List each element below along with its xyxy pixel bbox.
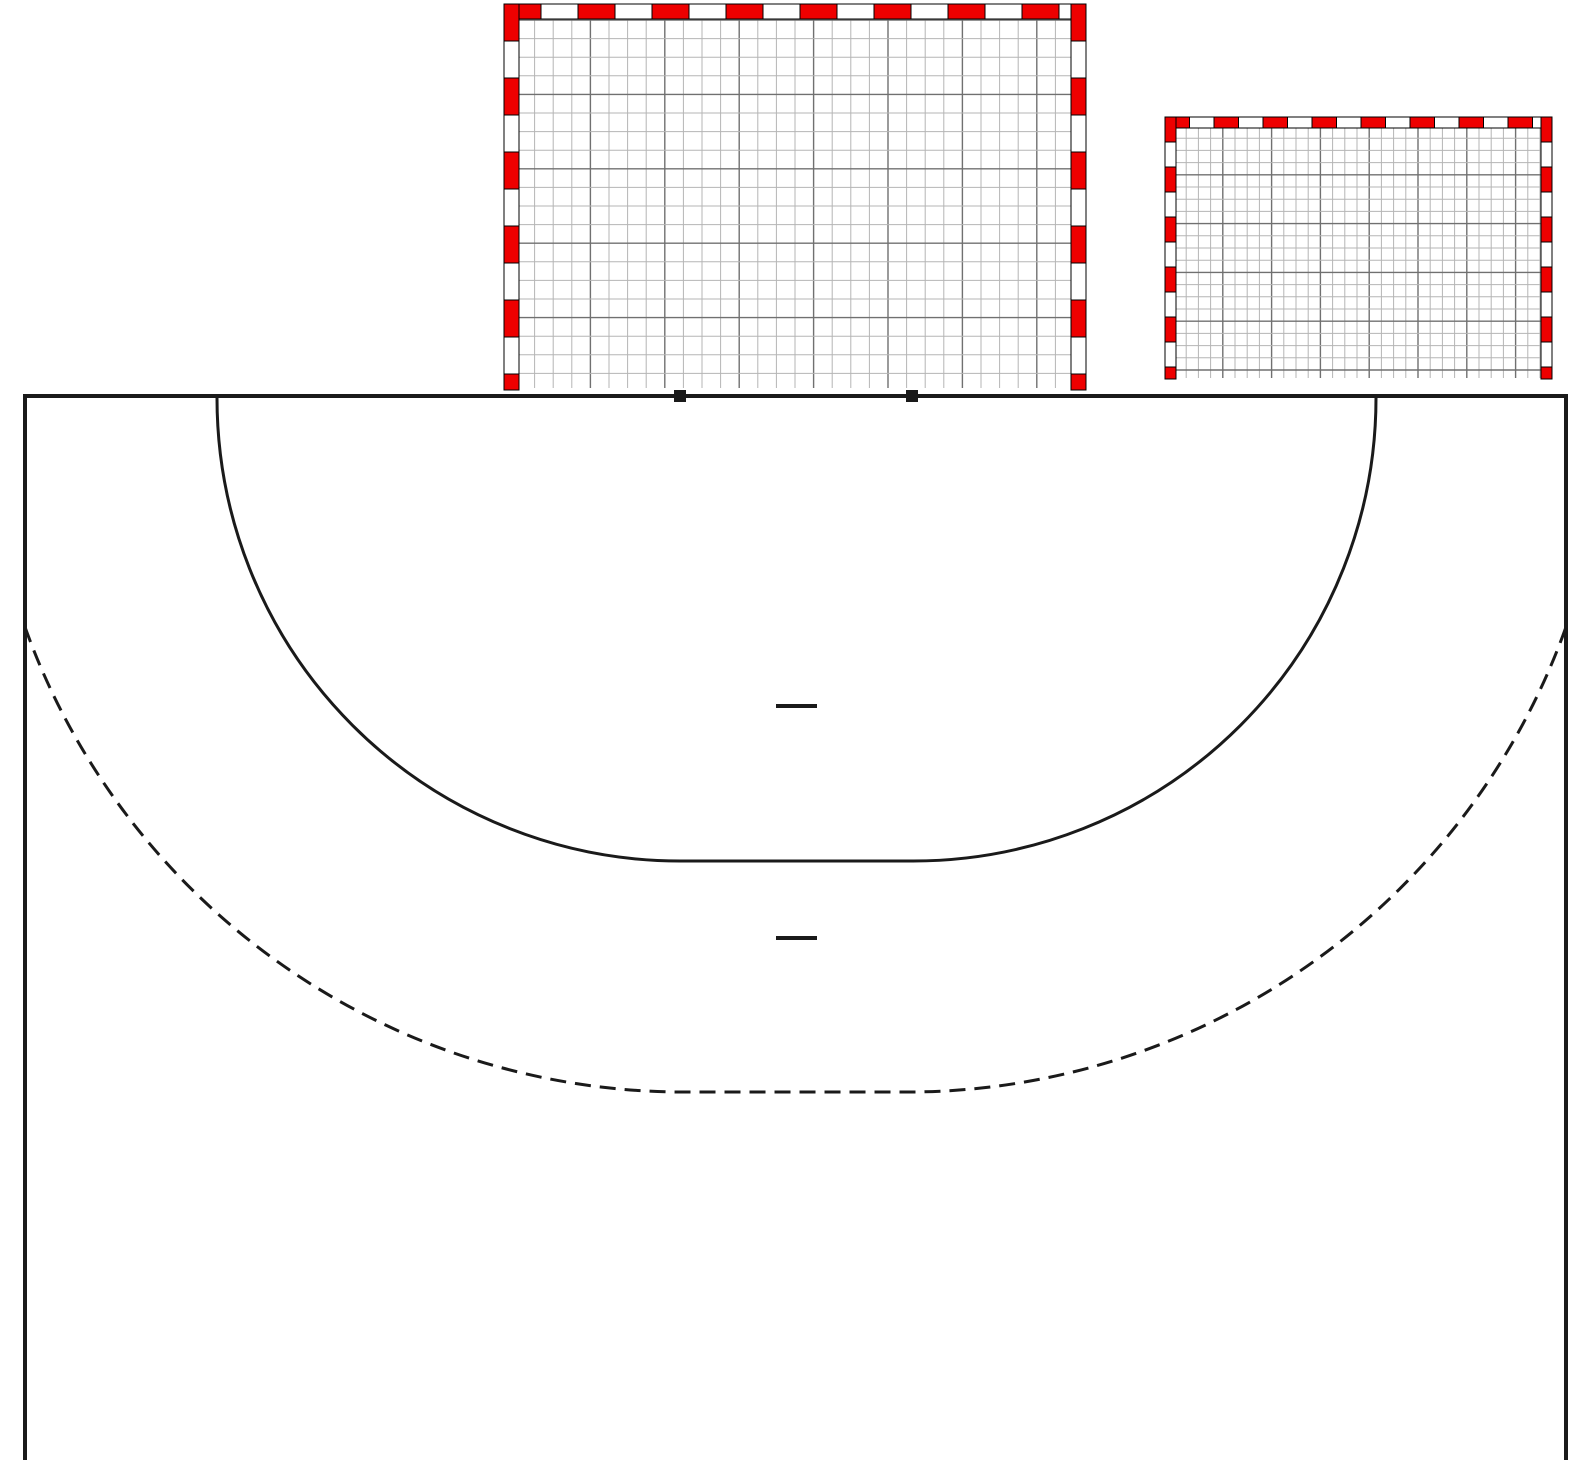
goal-main-crossbar-segment (1021, 3, 1060, 20)
goal-secondary-right-post-segment (1540, 116, 1553, 143)
goal-main-right-post-segment (1070, 373, 1087, 391)
goal-secondary-left-post-segment (1164, 316, 1177, 343)
goal-secondary-frame (1164, 116, 1553, 380)
goal-main-left-post-segment (503, 114, 520, 153)
goal-secondary-left-post-segment (1164, 216, 1177, 243)
goal-main-crossbar-segment (725, 3, 764, 20)
goal-main-left-post-segment (503, 77, 520, 116)
goal-secondary-crossbar-segment (1287, 116, 1313, 129)
goal-secondary-crossbar-segment (1262, 116, 1288, 129)
goal-main-right-post-segment (1070, 151, 1087, 190)
goal-main-crossbar-segment (947, 3, 986, 20)
goal-main-left-post-segment (503, 373, 520, 391)
goal-main-crossbar-segment (873, 3, 912, 20)
goal-main-crossbar-segment (910, 3, 949, 20)
goal-secondary-right-post-segment (1540, 266, 1553, 293)
goal-main-left-post-segment (503, 188, 520, 227)
goal-secondary-right-post-segment (1540, 291, 1553, 318)
goal-secondary-crossbar-segment (1385, 116, 1411, 129)
goal-main-left-post-segment (503, 299, 520, 338)
goal-main-right-post-segment (1070, 114, 1087, 153)
goal-main-frame (503, 3, 1087, 391)
goal-secondary-left-post-segment (1164, 341, 1177, 368)
free-throw-line (23, 626, 1568, 1094)
goal-main-left-post-segment (503, 225, 520, 264)
goal-main-crossbar-segment (688, 3, 727, 20)
goal-main-crossbar-segment (762, 3, 801, 20)
goal-secondary-crossbar-segment (1189, 116, 1215, 129)
goal-secondary-left-post-segment (1164, 166, 1177, 193)
goal-secondary-left-post-segment (1164, 116, 1177, 143)
goal-secondary-right-post-segment (1540, 191, 1553, 218)
goal-main-crossbar-segment (836, 3, 875, 20)
goal-secondary-right-post-segment (1540, 366, 1553, 380)
goal-secondary-crossbar-segment (1213, 116, 1239, 129)
goal-secondary-right-post-segment (1540, 316, 1553, 343)
goal-main-right-post-segment (1070, 77, 1087, 116)
goal-secondary-left-post-segment (1164, 141, 1177, 168)
goal-main-left-post-segment (503, 3, 520, 42)
goal-secondary-crossbar-segment (1360, 116, 1386, 129)
goal-area-line (215, 397, 1378, 863)
goal-secondary-left-post-segment (1164, 191, 1177, 218)
goal-main-left-post-segment (503, 262, 520, 301)
goal-main-left-post-segment (503, 151, 520, 190)
goal-secondary-left-post-segment (1164, 241, 1177, 268)
goal-secondary-right-post-segment (1540, 216, 1553, 243)
goal-post-marker-left (674, 390, 686, 402)
goal-main-right-post-segment (1070, 336, 1087, 375)
goal-secondary-crossbar-segment (1238, 116, 1264, 129)
goal-secondary-right-post-segment (1540, 166, 1553, 193)
goal-main-left-post-segment (503, 40, 520, 79)
court-outline (23, 394, 1568, 1460)
goal-secondary-net-background (1170, 126, 1542, 380)
goal-secondary-crossbar-segment (1409, 116, 1435, 129)
goal-main-crossbar-segment (577, 3, 616, 20)
goal-secondary-crossbar-segment (1336, 116, 1362, 129)
goal-main-net-background (510, 18, 1072, 390)
goal-main-right-post-segment (1070, 188, 1087, 227)
goal-main-crossbar-segment (799, 3, 838, 20)
goal-main (503, 3, 1087, 391)
goal-main-right-post-segment (1070, 299, 1087, 338)
goal-secondary-right-post-segment (1540, 141, 1553, 168)
goal-secondary-right-post-segment (1540, 341, 1553, 368)
goal-main-right-post-segment (1070, 3, 1087, 42)
goal-main-crossbar-segment (651, 3, 690, 20)
goal-main-left-post-segment (503, 336, 520, 375)
goal-secondary-crossbar-segment (1507, 116, 1533, 129)
goal-main-crossbar-segment (540, 3, 579, 20)
goal-secondary-crossbar-segment (1434, 116, 1460, 129)
goal-secondary-left-post-segment (1164, 266, 1177, 293)
goal-secondary-crossbar-segment (1483, 116, 1509, 129)
goal-secondary (1164, 116, 1553, 380)
goal-secondary-left-post-segment (1164, 291, 1177, 318)
goal-main-crossbar-segment (614, 3, 653, 20)
goal-main-net (515, 19, 1072, 388)
goal-secondary-crossbar-segment (1458, 116, 1484, 129)
goal-secondary-right-post-segment (1540, 241, 1553, 268)
goal-main-right-post-segment (1070, 40, 1087, 79)
goal-main-right-post-segment (1070, 262, 1087, 301)
goal-secondary-left-post-segment (1164, 366, 1177, 380)
goal-post-marker-right (906, 390, 918, 402)
goal-main-right-post-segment (1070, 225, 1087, 264)
goal-secondary-crossbar-segment (1311, 116, 1337, 129)
goal-main-crossbar-segment (984, 3, 1023, 20)
